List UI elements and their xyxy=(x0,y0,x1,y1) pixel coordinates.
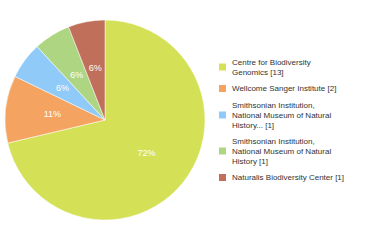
svg-text:Naturalis Biodiversity Center: Naturalis Biodiversity Center [1] xyxy=(232,173,344,182)
svg-text:National Museum of Natural: National Museum of Natural xyxy=(232,147,331,156)
svg-text:Centre for Biodiversity: Centre for Biodiversity xyxy=(232,58,311,67)
svg-text:Genomics [13]: Genomics [13] xyxy=(232,68,284,77)
svg-text:6%: 6% xyxy=(70,70,83,80)
svg-text:Smithsonian Institution,: Smithsonian Institution, xyxy=(232,137,315,146)
svg-text:History [1]: History [1] xyxy=(232,157,268,166)
svg-text:History... [1]: History... [1] xyxy=(232,121,274,130)
svg-text:6%: 6% xyxy=(89,63,102,73)
svg-text:Smithsonian Institution,: Smithsonian Institution, xyxy=(232,101,315,110)
svg-text:Wellcome Sanger Institute [2]: Wellcome Sanger Institute [2] xyxy=(232,84,336,93)
svg-text:72%: 72% xyxy=(138,148,156,158)
svg-text:11%: 11% xyxy=(44,109,61,119)
svg-text:6%: 6% xyxy=(56,83,69,93)
svg-text:National Museum of Natural: National Museum of Natural xyxy=(232,111,331,120)
